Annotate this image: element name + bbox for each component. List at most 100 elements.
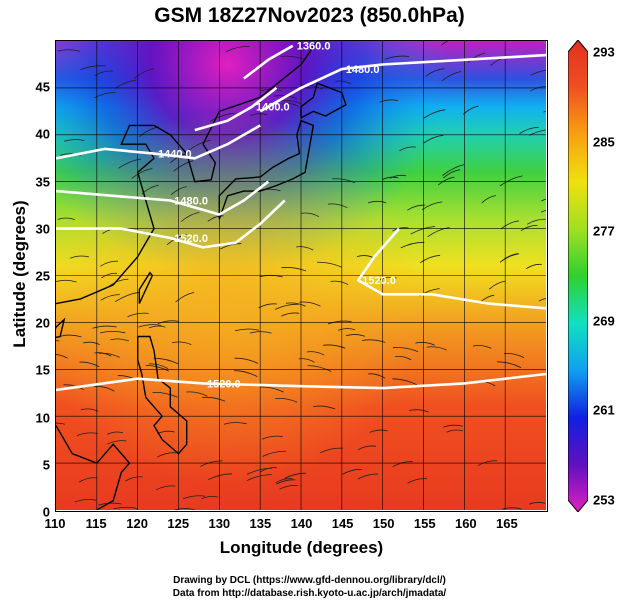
contour-label: 1480.0: [346, 64, 380, 76]
streamline: [496, 361, 522, 368]
streamline: [173, 160, 194, 172]
streamline: [285, 302, 306, 307]
streamline: [210, 112, 235, 122]
streamline: [316, 261, 343, 268]
streamline: [180, 212, 200, 222]
streamline: [148, 363, 169, 369]
y-tick-label: 25: [35, 268, 50, 284]
y-axis-label: Latitude (degrees): [10, 200, 29, 348]
streamline: [57, 217, 75, 220]
streamline: [421, 201, 443, 211]
x-axis-label: Longitude (degrees): [219, 538, 384, 557]
colorbar-scale: [568, 40, 588, 512]
streamline: [157, 452, 177, 458]
y-tick-label: 45: [35, 79, 50, 95]
y-tick-label: 15: [35, 362, 50, 378]
streamline: [249, 331, 272, 334]
streamline: [114, 291, 140, 303]
streamline: [200, 460, 223, 467]
streamline: [276, 479, 296, 485]
streamline: [281, 312, 300, 317]
streamline: [56, 354, 68, 359]
streamline: [56, 339, 60, 342]
x-tick-label: 110: [44, 516, 66, 531]
streamline: [280, 55, 306, 61]
streamline: [100, 260, 119, 267]
streamline: [330, 280, 349, 285]
streamline: [520, 224, 538, 232]
streamline: [76, 432, 98, 436]
colorbar-tick-label: 277: [593, 223, 615, 239]
coastline: [138, 271, 154, 304]
streamline: [114, 79, 137, 89]
streamline: [529, 129, 546, 136]
x-tick-label: 150: [372, 516, 395, 531]
streamline: [301, 212, 319, 217]
x-tick-label: 120: [126, 516, 149, 531]
height-contour: [56, 372, 546, 392]
colorbar: [568, 40, 588, 512]
contour-label: 1440.0: [158, 149, 192, 161]
credit-drawing: Drawing by DCL (https://www.gfd-dennou.o…: [173, 575, 446, 586]
streamline: [100, 330, 126, 334]
streamline: [82, 341, 100, 345]
y-tick-label: 10: [35, 410, 50, 426]
streamline: [423, 109, 446, 119]
credit-data-source: Data from http://database.rish.kyoto-u.a…: [172, 588, 447, 599]
streamline: [202, 396, 226, 402]
map-plot-area: 1440.0 1480.0 1520.0 1480.0 1520.0 1520.0 1400…: [55, 40, 548, 512]
streamline: [502, 507, 522, 510]
streamline: [323, 344, 346, 349]
height-contour: [243, 44, 294, 80]
streamline: [530, 69, 546, 76]
streamline: [94, 386, 115, 392]
streamline: [110, 338, 130, 342]
streamline: [399, 146, 416, 152]
streamline: [60, 334, 82, 338]
streamline: [172, 341, 192, 345]
streamline: [98, 352, 120, 358]
streamline: [107, 440, 127, 445]
streamline: [74, 499, 97, 503]
streamline: [186, 391, 208, 397]
streamline: [298, 358, 315, 363]
height-contour: [56, 124, 261, 160]
coastline: [56, 425, 131, 510]
streamline: [409, 409, 429, 413]
contour-label: 1520.0: [362, 275, 396, 287]
streamline: [356, 255, 374, 258]
streamline: [368, 373, 386, 379]
streamline: [63, 384, 84, 390]
coastline: [56, 41, 318, 305]
streamline: [92, 325, 117, 329]
streamline: [313, 405, 336, 410]
streamline: [166, 233, 187, 246]
streamline: [220, 243, 242, 250]
streamline: [442, 169, 461, 179]
streamline: [100, 294, 120, 301]
streamline: [530, 86, 546, 92]
streamline: [223, 422, 247, 425]
streamline: [501, 253, 519, 262]
temperature-map: 1440.0 1480.0 1520.0 1480.0 1520.0 1520.0 1400…: [56, 41, 546, 510]
streamline: [156, 485, 176, 491]
streamline: [415, 342, 435, 346]
colorbar-tick-label: 285: [593, 134, 615, 150]
streamline: [441, 71, 462, 82]
colorbar-tick-label: 253: [593, 492, 615, 508]
streamline: [79, 361, 100, 368]
streamline: [125, 476, 143, 482]
colorbar-tick-label: 269: [593, 313, 615, 329]
streamline: [541, 198, 546, 202]
streamline: [345, 334, 366, 337]
colorbar-tick-label: 293: [593, 44, 615, 60]
streamline: [357, 445, 376, 451]
streamline: [528, 501, 546, 505]
wind-streamlines: [56, 41, 546, 510]
streamline: [118, 158, 142, 169]
streamline: [443, 424, 463, 428]
streamline: [327, 203, 348, 209]
streamline: [78, 477, 97, 483]
x-tick-label: 135: [249, 516, 272, 531]
streamline: [519, 127, 539, 134]
